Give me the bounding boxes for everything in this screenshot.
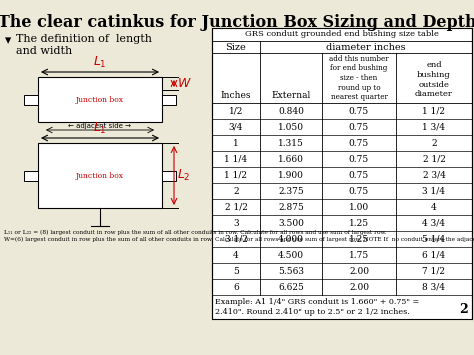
Text: The definition of  length
and width: The definition of length and width [16, 34, 152, 56]
Text: 6 1/4: 6 1/4 [422, 251, 446, 260]
Text: 3.500: 3.500 [278, 218, 304, 228]
Text: 2: 2 [233, 186, 239, 196]
Text: 5.563: 5.563 [278, 267, 304, 275]
Bar [212, 199, 472, 215]
Text: 3/4: 3/4 [229, 122, 243, 131]
Text: Example: A1 1/4" GRS conduit is 1.660" + 0.75" =: Example: A1 1/4" GRS conduit is 1.660" +… [215, 298, 419, 306]
Bar [24, 170, 38, 180]
Text: end
bushing
outside
diameter: end bushing outside diameter [415, 61, 453, 98]
Bar [212, 41, 472, 53]
Text: The clear catinkus for Junction Box Sizing and Depth: The clear catinkus for Junction Box Sizi… [0, 14, 474, 31]
Bar [212, 28, 472, 41]
Text: GRS conduit grounded end bushing size table: GRS conduit grounded end bushing size ta… [245, 31, 439, 38]
Bar [38, 77, 162, 122]
Bar [212, 28, 472, 319]
Text: $L_2$: $L_2$ [177, 168, 191, 183]
Bar [212, 151, 472, 167]
Text: 8 3/4: 8 3/4 [422, 283, 446, 291]
Text: 5: 5 [233, 267, 239, 275]
Text: 4.500: 4.500 [278, 251, 304, 260]
Text: 0.75: 0.75 [349, 138, 369, 147]
Text: 1.315: 1.315 [278, 138, 304, 147]
Text: 1: 1 [233, 138, 239, 147]
Text: 4: 4 [233, 251, 239, 260]
Text: 1/2: 1/2 [229, 106, 243, 115]
Bar [212, 215, 472, 231]
Text: 1 3/4: 1 3/4 [422, 122, 446, 131]
Text: 0.75: 0.75 [349, 154, 369, 164]
Text: 1.25: 1.25 [349, 218, 369, 228]
Bar [212, 119, 472, 135]
Text: 3: 3 [233, 218, 239, 228]
Text: L₁₁ or L₂₂ = (8) largest conduit in row plus the sum of all other conduits in ro: L₁₁ or L₂₂ = (8) largest conduit in row … [4, 230, 474, 242]
Text: 1 1/2: 1 1/2 [225, 170, 247, 180]
Text: 2 1/2: 2 1/2 [422, 154, 446, 164]
Text: External: External [272, 91, 310, 100]
Text: 6: 6 [233, 283, 239, 291]
Text: 2.375: 2.375 [278, 186, 304, 196]
Text: 4: 4 [431, 202, 437, 212]
Text: 0.75: 0.75 [349, 122, 369, 131]
Bar [162, 170, 176, 180]
Text: 1.75: 1.75 [349, 251, 369, 260]
Text: 1 1/2: 1 1/2 [422, 106, 446, 115]
Bar [212, 279, 472, 295]
Text: 2: 2 [431, 138, 437, 147]
Bar [212, 183, 472, 199]
Bar [212, 295, 472, 319]
Text: 2.410". Round 2.410" up to 2.5" or 2 1/2 inches.: 2.410". Round 2.410" up to 2.5" or 2 1/2… [215, 308, 410, 316]
Text: 1.00: 1.00 [349, 202, 369, 212]
Text: ▾: ▾ [5, 34, 11, 47]
Text: add this number
for end bushing
size - then
round up to
nearest quarter: add this number for end bushing size - t… [329, 55, 389, 101]
Text: 2 1/2: 2 1/2 [225, 202, 247, 212]
Text: Junction box: Junction box [76, 171, 124, 180]
Text: 1.660: 1.660 [278, 154, 304, 164]
Text: 2.875: 2.875 [278, 202, 304, 212]
Text: 0.840: 0.840 [278, 106, 304, 115]
Text: 3 1/4: 3 1/4 [422, 186, 446, 196]
Bar [212, 247, 472, 263]
Text: 1.25: 1.25 [349, 235, 369, 244]
Text: $L_1$: $L_1$ [93, 55, 107, 70]
Text: 5 1/4: 5 1/4 [422, 235, 446, 244]
Bar [38, 143, 162, 208]
Text: diameter inches: diameter inches [326, 43, 406, 51]
Text: 3 1/2: 3 1/2 [225, 235, 247, 244]
Bar [212, 167, 472, 183]
Bar [212, 231, 472, 247]
Text: 1.900: 1.900 [278, 170, 304, 180]
Text: 2.00: 2.00 [349, 283, 369, 291]
Bar [212, 135, 472, 151]
Text: 0.75: 0.75 [349, 186, 369, 196]
Text: 2: 2 [459, 303, 468, 316]
Text: $W$: $W$ [177, 77, 192, 90]
Text: 1.050: 1.050 [278, 122, 304, 131]
Text: 0.75: 0.75 [349, 170, 369, 180]
Bar [212, 53, 472, 103]
Text: Size: Size [226, 43, 246, 51]
Text: 0.75: 0.75 [349, 106, 369, 115]
Text: $L_1$: $L_1$ [93, 121, 107, 136]
Bar [162, 94, 176, 104]
Text: 2.00: 2.00 [349, 267, 369, 275]
Text: 1 1/4: 1 1/4 [224, 154, 247, 164]
Text: ← adjacent side →: ← adjacent side → [69, 123, 131, 129]
Text: Junction box: Junction box [76, 95, 124, 104]
Bar [212, 103, 472, 119]
Text: 2 3/4: 2 3/4 [422, 170, 446, 180]
Text: 4 3/4: 4 3/4 [422, 218, 446, 228]
Text: Inches: Inches [221, 91, 251, 100]
Bar [212, 263, 472, 279]
Text: 6.625: 6.625 [278, 283, 304, 291]
Text: 7 1/2: 7 1/2 [422, 267, 446, 275]
Text: 4.000: 4.000 [278, 235, 304, 244]
Bar [24, 94, 38, 104]
